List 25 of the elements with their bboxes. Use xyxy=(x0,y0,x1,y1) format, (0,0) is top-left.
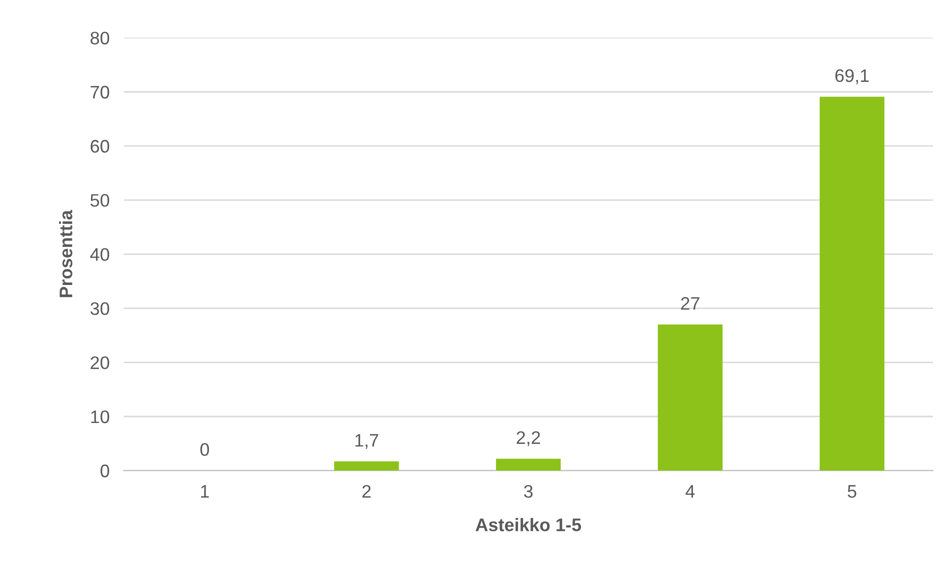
data-label: 0 xyxy=(200,443,209,456)
bar xyxy=(496,458,561,471)
y-tick-label: 50 xyxy=(90,194,110,207)
x-tick-label: 3 xyxy=(524,484,533,498)
data-label: 27 xyxy=(681,297,700,310)
y-tick-label: 40 xyxy=(90,248,110,261)
x-tick-label: 2 xyxy=(362,484,371,498)
y-tick-label: 10 xyxy=(91,410,110,424)
y-tick-label: 20 xyxy=(90,356,110,370)
data-label: 1,7 xyxy=(355,434,378,449)
x-axis-title: Asteikko 1-5 xyxy=(476,518,582,532)
x-tick-label: 1 xyxy=(201,485,209,498)
bar xyxy=(820,96,884,471)
y-tick-label: 60 xyxy=(90,140,110,153)
bar xyxy=(658,324,723,471)
x-tick-label: 4 xyxy=(686,485,695,498)
y-axis-title: Prosenttia xyxy=(59,210,72,298)
bar xyxy=(334,461,399,471)
data-label: 69,1 xyxy=(835,69,869,84)
y-tick-label: 0 xyxy=(100,464,110,478)
y-tick-label: 30 xyxy=(90,302,110,316)
x-tick-label: 5 xyxy=(848,485,856,498)
data-label: 2,2 xyxy=(516,431,540,446)
y-tick-label: 80 xyxy=(90,32,110,44)
y-tick-label: 70 xyxy=(90,86,110,99)
